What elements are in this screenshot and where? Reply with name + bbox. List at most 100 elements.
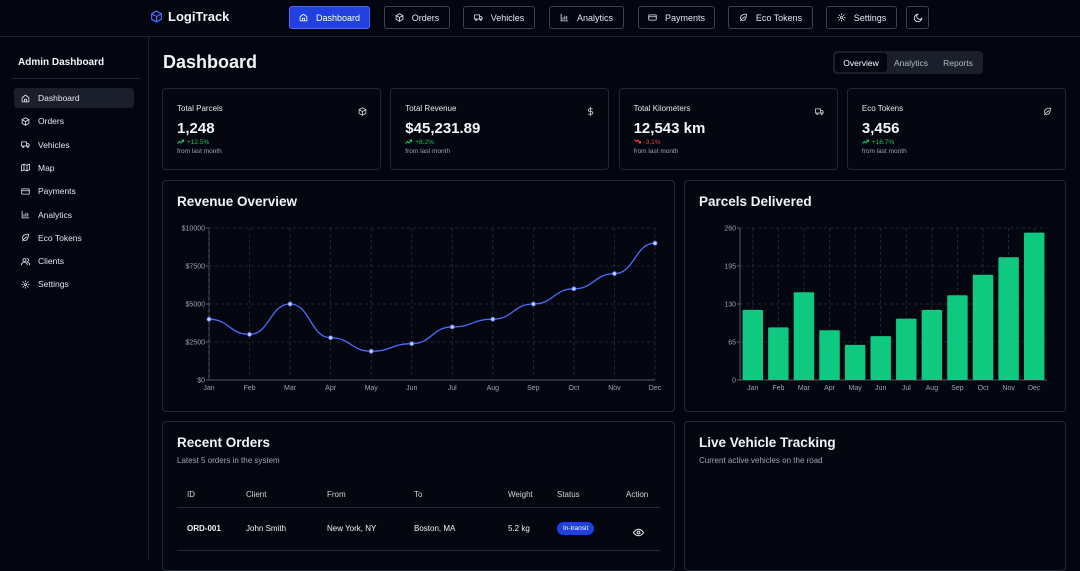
revenue-data-point — [287, 301, 293, 307]
parcels-bar — [742, 309, 764, 380]
leaf-icon — [21, 233, 30, 242]
nav-label: Analytics — [576, 12, 613, 23]
sidebar-item-settings[interactable]: Settings — [14, 274, 134, 294]
bar-chart-icon — [21, 210, 30, 219]
sidebar-item-analytics[interactable]: Analytics — [14, 205, 134, 225]
tab-reports[interactable]: Reports — [943, 57, 973, 68]
parcels-bar — [1023, 232, 1045, 380]
nav-label: Payments — [664, 12, 706, 23]
y-tick-label: 130 — [724, 302, 736, 309]
sidebar-item-dashboard[interactable]: Dashboard — [14, 88, 134, 108]
stat-subtext: from last month — [861, 148, 907, 155]
x-tick-label: Mar — [798, 385, 811, 392]
revenue-data-point — [206, 316, 212, 322]
nav-orders-button[interactable]: Orders — [384, 6, 450, 29]
stat-change: -3.1% — [633, 139, 661, 146]
sidebar-item-label: Analytics — [38, 209, 73, 220]
parcels-bar — [819, 330, 840, 380]
sidebar-item-map[interactable]: Map — [14, 158, 134, 178]
sidebar: Admin Dashboard Dashboard Orders Vehicles M… — [0, 37, 149, 559]
sidebar-item-vehicles[interactable]: Vehicles — [14, 135, 134, 155]
revenue-line-chart: $0 $2500 $5000 $7500 $10000 Jan Feb Mar Apr May Ju… — [182, 226, 662, 393]
sidebar-item-label: Orders — [38, 116, 64, 127]
sidebar-item-payments[interactable]: Payments — [14, 181, 134, 201]
order-weight: 5.2 kg — [508, 524, 530, 533]
stat-label: Eco Tokens — [861, 104, 904, 113]
parcels-bar — [768, 327, 789, 380]
table-header-divider — [177, 507, 660, 508]
gear-icon — [837, 13, 846, 22]
stat-value: 1,248 — [177, 120, 215, 137]
revenue-chart-title: Revenue Overview — [177, 194, 298, 209]
parcels-bar — [998, 257, 1019, 380]
revenue-data-point — [490, 316, 496, 322]
sidebar-item-label: Map — [38, 162, 55, 173]
col-header-to: To — [414, 490, 423, 499]
revenue-data-point — [328, 335, 334, 341]
brand[interactable]: LogiTrack — [150, 9, 229, 24]
theme-toggle-button[interactable] — [906, 6, 929, 29]
trend-up-icon — [862, 139, 869, 146]
moon-icon — [913, 13, 923, 23]
recent-orders-title: Recent Orders — [177, 435, 271, 450]
x-tick-label: Apr — [824, 385, 836, 392]
stat-card-eco-tokens: Eco Tokens 3,456 +18.7% from last month — [846, 88, 1066, 170]
sidebar-item-clients[interactable]: Clients — [14, 251, 134, 271]
nav-analytics-button[interactable]: Analytics — [549, 6, 624, 29]
table-row-divider — [177, 550, 660, 551]
stat-subtext: from last month — [405, 148, 451, 155]
stat-change: +18.7% — [862, 139, 894, 146]
sidebar-title: Admin Dashboard — [18, 57, 105, 68]
sidebar-item-label: Clients — [38, 256, 64, 267]
sidebar-item-eco-tokens[interactable]: Eco Tokens — [14, 228, 134, 248]
page-title: Dashboard — [163, 52, 258, 72]
live-tracking-subtitle: Current active vehicles on the road — [699, 456, 823, 465]
nav-dashboard-button[interactable]: Dashboard — [289, 6, 370, 29]
box-icon — [21, 117, 30, 126]
tab-analytics[interactable]: Analytics — [893, 57, 928, 68]
sidebar-item-label: Settings — [38, 279, 69, 290]
y-tick-label: $0 — [197, 378, 205, 385]
view-tabs: Overview Analytics Reports — [833, 51, 983, 74]
status-badge: In-transit — [557, 522, 595, 535]
leaf-icon — [739, 13, 748, 22]
revenue-data-point — [530, 301, 536, 307]
nav-vehicles-button[interactable]: Vehicles — [463, 6, 535, 29]
nav-label: Settings — [853, 12, 887, 23]
nav-eco-tokens-button[interactable]: Eco Tokens — [728, 6, 813, 29]
cube-logo-icon — [150, 10, 163, 23]
y-tick-label: $2500 — [186, 340, 206, 347]
live-tracking-title: Live Vehicle Tracking — [699, 435, 836, 450]
home-icon — [299, 13, 308, 22]
y-tick-label: 260 — [724, 226, 736, 233]
x-tick-label: Dec — [649, 385, 662, 392]
parcels-bar — [870, 336, 891, 380]
x-tick-label: Aug — [926, 385, 939, 392]
nav-payments-button[interactable]: Payments — [638, 6, 715, 29]
stat-label: Total Parcels — [177, 104, 223, 113]
box-icon — [395, 13, 404, 22]
parcels-bar — [972, 274, 994, 380]
stat-change: +8.2% — [405, 139, 434, 146]
stat-value: $45,231.89 — [405, 120, 481, 137]
x-tick-label: May — [849, 385, 863, 392]
x-tick-label: Jan — [747, 385, 758, 392]
sidebar-item-label: Eco Tokens — [38, 232, 82, 243]
x-tick-label: Jul — [902, 385, 911, 392]
x-tick-label: Jun — [406, 385, 417, 392]
tab-overview[interactable]: Overview — [835, 53, 887, 72]
stat-change-value: -3.1% — [643, 139, 661, 146]
revenue-data-point — [652, 240, 658, 246]
dollar-icon — [586, 103, 595, 121]
revenue-data-point — [247, 331, 252, 337]
stat-card-total-parcels: Total Parcels 1,248 +12.5% from last month — [162, 88, 381, 170]
truck-icon — [814, 103, 824, 121]
nav-settings-button[interactable]: Settings — [826, 6, 897, 29]
sidebar-item-orders[interactable]: Orders — [14, 111, 134, 131]
parcels-bar — [793, 292, 815, 380]
revenue-data-point — [449, 324, 455, 330]
parcels-bar — [947, 295, 968, 380]
nav-label: Vehicles — [490, 12, 525, 23]
view-order-button[interactable] — [632, 524, 645, 542]
y-tick-label: $5000 — [186, 302, 206, 309]
